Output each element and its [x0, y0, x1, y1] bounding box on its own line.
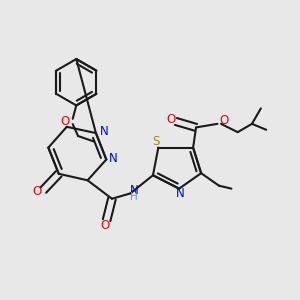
Text: S: S: [152, 135, 160, 148]
Text: O: O: [219, 114, 229, 128]
Text: O: O: [100, 219, 110, 232]
Text: N: N: [176, 188, 185, 200]
Text: H: H: [130, 192, 138, 202]
Text: N: N: [100, 125, 109, 138]
Text: O: O: [61, 115, 70, 128]
Text: O: O: [32, 185, 41, 198]
Text: O: O: [166, 112, 175, 126]
Text: N: N: [110, 152, 118, 164]
Text: N: N: [130, 184, 138, 197]
